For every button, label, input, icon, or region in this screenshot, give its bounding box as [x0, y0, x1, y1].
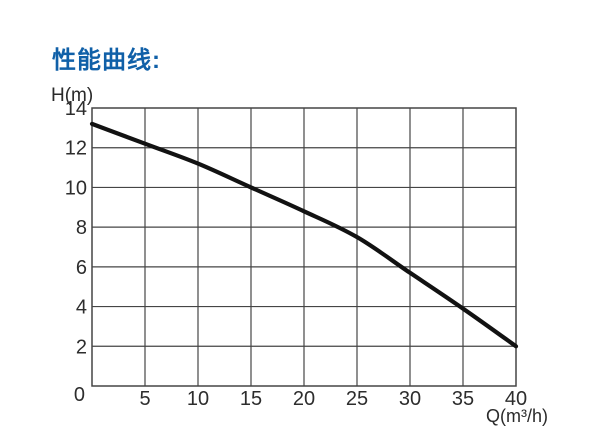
y-axis-label: H(m): [51, 85, 94, 106]
y-tick-label: 14: [65, 98, 87, 120]
plot-border: [91, 107, 517, 387]
chart-title: 性能曲线:: [52, 47, 161, 74]
x-tick-label: 15: [240, 388, 262, 410]
y-tick-label: 6: [76, 257, 87, 279]
x-tick-label: 30: [399, 388, 421, 410]
y-tick-label: 4: [76, 297, 87, 319]
x-tick-label: 10: [187, 388, 209, 410]
x-axis-label: Q(m³/h): [486, 406, 548, 426]
y-tick-label: 8: [76, 217, 87, 239]
x-tick-label: 40: [505, 388, 527, 410]
y-tick-label: 10: [65, 177, 87, 199]
performance-curve: [89, 121, 519, 349]
y-tick-label: 2: [76, 336, 87, 358]
x-tick-label: 20: [293, 388, 315, 410]
x-tick-label: 25: [346, 388, 368, 410]
origin-tick-label: 0: [74, 384, 85, 406]
y-tick-label: 12: [65, 138, 87, 160]
x-tick-label: 35: [452, 388, 474, 410]
x-tick-label: 5: [139, 388, 150, 410]
